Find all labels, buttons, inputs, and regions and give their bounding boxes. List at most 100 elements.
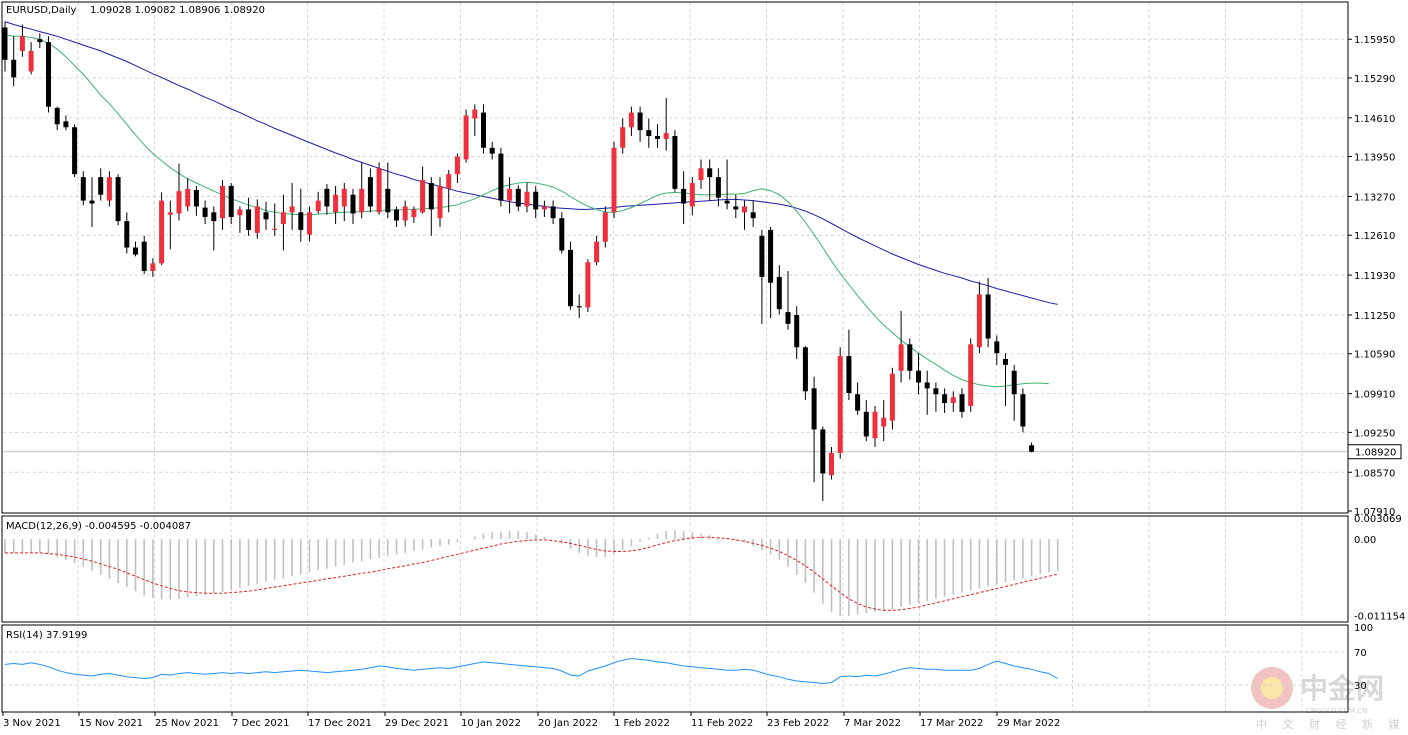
x-tick-label: 23 Feb 2022 (767, 718, 829, 729)
candle-body (559, 218, 565, 251)
candle-body (454, 156, 460, 175)
candle (637, 106, 643, 142)
candle-body (54, 107, 60, 125)
candle-body (524, 191, 530, 207)
macd-panel: 0.003069 0.00 -0.011154 MACD(12,26,9) -0.0… (1, 514, 1405, 623)
candle (776, 265, 782, 315)
candle (202, 200, 208, 225)
candle (1011, 364, 1017, 421)
candle-body (115, 177, 121, 222)
x-tick-label: 3 Nov 2021 (3, 718, 61, 729)
candle (159, 192, 165, 266)
candle-body (420, 180, 426, 213)
x-tick-label: 11 Feb 2022 (691, 718, 753, 729)
candle (46, 36, 51, 113)
macd-panel-border (1, 515, 1349, 623)
candle (994, 335, 1000, 365)
candle (985, 278, 991, 348)
candle (655, 124, 660, 148)
candle (333, 185, 339, 225)
candle-body (307, 212, 312, 235)
candle (37, 33, 43, 49)
candle (933, 382, 939, 412)
candle-body (133, 247, 138, 255)
candle (594, 235, 600, 266)
candle-body (237, 209, 243, 216)
candle-body (663, 133, 669, 139)
candle (11, 36, 17, 87)
candle (541, 200, 547, 218)
candle (150, 258, 156, 277)
candle-body (472, 109, 478, 119)
candle (367, 168, 373, 213)
candle-body (246, 209, 252, 230)
x-tick-label: 29 Dec 2021 (385, 718, 449, 729)
candle-body (124, 221, 130, 248)
candle (924, 370, 930, 415)
candle (802, 346, 808, 401)
candle-body (98, 177, 104, 195)
candle-body (193, 190, 199, 207)
candle (428, 177, 434, 236)
macd-label: MACD(12,26,9) -0.004595 -0.004087 (6, 521, 191, 532)
candle-body (150, 263, 156, 271)
candle-body (611, 147, 617, 213)
candle (454, 153, 460, 183)
candle (611, 141, 617, 219)
x-tick-label: 7 Mar 2022 (844, 718, 901, 729)
candle-body (924, 382, 930, 389)
candle (228, 182, 234, 225)
y-tick-label: 1.12610 (1354, 231, 1395, 242)
candle-body (846, 356, 852, 394)
y-tick-label: 1.14610 (1354, 114, 1395, 125)
candle-body (768, 229, 774, 283)
candle-body (811, 388, 817, 430)
candle-body (176, 191, 182, 214)
candle-body (750, 212, 756, 219)
candle (568, 241, 573, 310)
candle (1003, 353, 1008, 406)
candle-body (689, 182, 695, 207)
candle (646, 118, 652, 148)
candle-body (367, 177, 373, 207)
candle (376, 162, 382, 215)
candle-body (681, 188, 687, 204)
candle (768, 226, 774, 318)
candle-body (385, 188, 391, 213)
candle-body (994, 341, 1000, 354)
candle-body (1011, 370, 1017, 395)
rsi-panel-border (1, 624, 1349, 713)
y-tick-label: 1.09250 (1354, 428, 1395, 439)
candle-body (594, 241, 600, 263)
main-marks (2, 21, 1347, 502)
candle-body (498, 153, 504, 201)
candle-body (211, 212, 217, 222)
candle (829, 447, 834, 480)
candle-body (541, 206, 547, 210)
ma-slow-line (4, 21, 1058, 305)
candle (489, 141, 495, 160)
candle-body (359, 188, 365, 213)
candle (889, 367, 895, 430)
candle-body (72, 127, 78, 175)
candle-body (341, 188, 347, 207)
candle-body (950, 397, 956, 404)
rsi-marks (4, 657, 1058, 684)
candle (533, 185, 539, 219)
candle-body (272, 228, 278, 230)
watermark-logo-text: 中金网 (1300, 672, 1384, 705)
candle (211, 206, 217, 251)
candle (968, 338, 974, 412)
candle (72, 124, 78, 178)
watermark-tagline: 中 文 财 经 新 媒 体 (1256, 717, 1408, 731)
candle (524, 182, 530, 213)
candle-body (976, 294, 982, 348)
candle-body (568, 249, 573, 307)
candle (672, 130, 678, 192)
candle (220, 180, 225, 230)
candle (106, 171, 112, 207)
candle (115, 174, 121, 226)
candle-body (28, 50, 34, 72)
candle (724, 159, 730, 210)
y-tick-label: 1.08570 (1354, 468, 1395, 479)
